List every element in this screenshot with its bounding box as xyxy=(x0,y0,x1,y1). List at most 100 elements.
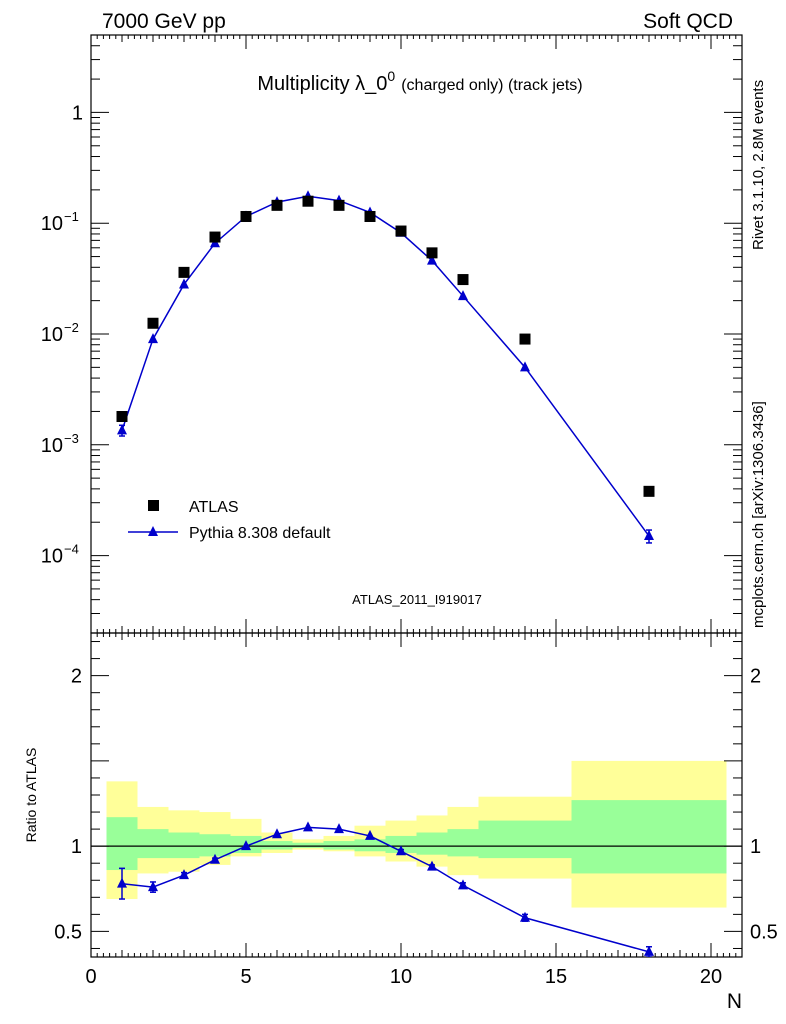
main-y-tick-base: 1 xyxy=(72,102,83,124)
band-inner-5 xyxy=(261,841,293,850)
ratio-series xyxy=(117,821,654,957)
ratio-pythia-point xyxy=(117,877,127,888)
atlas-point xyxy=(457,274,469,286)
pythia-point xyxy=(458,290,468,301)
ratio-panel: Ratio to ATLAS N 0 5 10 15 200.5 0.51 12 2 xyxy=(23,35,778,1013)
main-y-tick-label: 10 xyxy=(41,546,63,568)
main-y-tick-label: 10 xyxy=(41,324,63,346)
ratio-pythia-point xyxy=(179,869,189,880)
ratio-pythia-line xyxy=(121,826,650,953)
ratio-pythia-point xyxy=(458,879,468,890)
atlas-point xyxy=(519,333,531,345)
band-inner-8 xyxy=(354,839,386,852)
legend-atlas-marker xyxy=(148,500,159,511)
main-y-tick-label: 1 xyxy=(72,102,83,124)
header-left: 7000 GeV pp xyxy=(102,10,226,33)
ratio-y-tick-label-right: 1 xyxy=(750,836,761,858)
chart-title: Multiplicity λ_00 (charged only) (track j… xyxy=(257,68,582,95)
band-inner-9 xyxy=(385,835,417,853)
ratio-pythia-point xyxy=(427,860,437,871)
ratio-pythia-point xyxy=(210,853,220,864)
main-y-tick-exponent: −4 xyxy=(64,542,79,557)
atlas-point xyxy=(116,411,128,423)
ratio-pythia-point xyxy=(303,821,313,832)
ratio-y-tick-label-right: 0.5 xyxy=(750,921,778,943)
atlas-point xyxy=(271,199,283,211)
legend-atlas-label: ATLAS xyxy=(189,499,239,516)
atlas-point xyxy=(240,210,252,222)
ratio-pythia-point xyxy=(148,881,158,892)
header-right: Soft QCD xyxy=(643,10,733,33)
main-y-tick-base: 10 xyxy=(41,324,63,346)
pythia-point xyxy=(179,278,189,289)
x-ticks xyxy=(90,35,743,957)
ratio-y-tick-label: 1 xyxy=(71,836,82,858)
rivet-version-label: Rivet 3.1.10, 2.8M events xyxy=(750,80,767,250)
atlas-point xyxy=(426,247,438,259)
band-inner-3 xyxy=(199,834,231,857)
main-y-ticks: 110−110−210−310−4 xyxy=(41,34,742,634)
pythia-point xyxy=(644,530,654,541)
band-inner-6 xyxy=(292,842,324,848)
pythia-point xyxy=(117,424,127,435)
main-y-tick-exponent: −1 xyxy=(64,209,79,224)
band-inner-12 xyxy=(478,820,572,859)
chart-title-small: (charged only) (track jets) xyxy=(401,77,582,94)
ratio-pythia-point xyxy=(644,945,654,956)
atlas-point xyxy=(643,485,655,497)
band-inner-0 xyxy=(106,817,138,871)
atlas-point xyxy=(147,317,159,329)
main-series xyxy=(116,190,655,544)
ratio-y-tick-label-right: 2 xyxy=(750,666,761,688)
main-frame xyxy=(90,34,743,634)
ratio-y-tick-label: 0.5 xyxy=(54,921,82,943)
main-panel: Multiplicity λ_00 (charged only) (track j… xyxy=(41,34,743,634)
legend-pythia-marker xyxy=(148,526,158,536)
atlas-point xyxy=(333,199,345,211)
main-y-tick-base: 10 xyxy=(41,546,63,568)
x-tick-label: 10 xyxy=(390,966,412,988)
chart-title-main: Multiplicity λ_0 xyxy=(257,73,387,95)
analysis-label: ATLAS_2011_I919017 xyxy=(352,592,482,607)
legend: ATLAS Pythia 8.308 default xyxy=(128,499,331,542)
ratio-pythia-point xyxy=(334,823,344,834)
band-inner-11 xyxy=(447,829,479,857)
pythia-point xyxy=(427,254,437,265)
atlas-point xyxy=(178,266,190,278)
main-y-tick-exponent: −2 xyxy=(64,320,79,335)
x-axis-label: N xyxy=(727,990,742,1013)
main-y-tick-base: 10 xyxy=(41,213,63,235)
x-tick-label: 5 xyxy=(240,966,251,988)
pythia-point xyxy=(520,361,530,372)
atlas-point xyxy=(364,210,376,222)
ratio-pythia-point xyxy=(520,911,530,922)
atlas-point xyxy=(209,231,221,243)
ratio-ylabel: Ratio to ATLAS xyxy=(23,748,39,843)
chart-title-superscript: 0 xyxy=(387,68,395,84)
ratio-y-ticks: 0.5 0.5 1 1 2 2 xyxy=(54,641,778,949)
x-tick-label: 0 xyxy=(85,966,96,988)
band-inner-10 xyxy=(416,832,448,855)
main-y-tick-exponent: −3 xyxy=(64,431,79,446)
ratio-y-tick-label: 2 xyxy=(71,666,82,688)
legend-pythia-label: Pythia 8.308 default xyxy=(189,525,331,542)
uncertainty-bands xyxy=(106,760,727,908)
pythia-point xyxy=(148,333,158,344)
band-inner-1 xyxy=(137,829,169,859)
x-tick-label: 15 xyxy=(545,966,567,988)
main-y-tick-label: 10 xyxy=(41,435,63,457)
mcplots-label: mcplots.cern.ch [arXiv:1306.3436] xyxy=(750,401,767,628)
main-y-tick-base: 10 xyxy=(41,435,63,457)
ratio-pythia-point xyxy=(272,828,282,839)
ratio-pythia-point xyxy=(365,829,375,840)
main-y-tick-label: 10 xyxy=(41,213,63,235)
band-inner-13 xyxy=(571,800,727,874)
ratio-pythia-point xyxy=(241,840,251,851)
pythia-line xyxy=(121,195,650,537)
x-tick-label: 20 xyxy=(700,966,722,988)
ratio-pythia-point xyxy=(396,845,406,856)
band-inner-7 xyxy=(323,841,355,850)
band-inner-2 xyxy=(168,832,200,859)
atlas-point xyxy=(302,195,314,207)
